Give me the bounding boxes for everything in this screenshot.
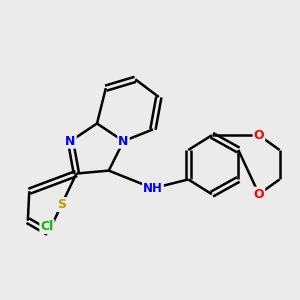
Text: O: O bbox=[254, 129, 264, 142]
Text: Cl: Cl bbox=[40, 220, 54, 233]
Text: NH: NH bbox=[143, 182, 163, 195]
Text: S: S bbox=[57, 198, 66, 211]
Text: O: O bbox=[254, 188, 264, 201]
Text: N: N bbox=[118, 135, 129, 148]
Text: N: N bbox=[65, 135, 76, 148]
